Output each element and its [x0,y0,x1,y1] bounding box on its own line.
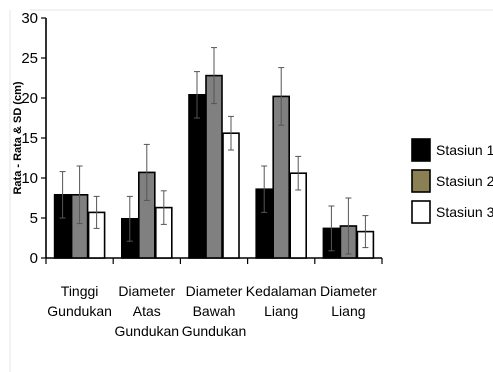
y-tick-label: 10 [21,170,38,187]
bar-stasiun-1 [188,94,206,259]
chart-bars [53,74,375,259]
x-category-label: Diameter Atas Gundukan [114,283,179,339]
legend-swatch [411,169,431,193]
y-tick-label: 5 [30,210,38,227]
x-category-label: Diameter Liang [320,283,377,319]
chart-error-bars [59,47,369,255]
legend-label: Stasiun 2 [436,173,493,189]
x-category-label: Kedalaman Liang [246,283,317,319]
legend-swatch [411,200,431,224]
y-tick-label: 20 [21,90,38,107]
y-tick-label: 15 [21,130,38,147]
x-category-label: Tinggi Gundukan [47,283,112,319]
legend-label: Stasiun 1 [436,142,493,158]
y-axis-label: Rata - Rata & SD (cm) [12,81,24,194]
y-tick-label: 30 [21,10,38,27]
y-tick-label: 25 [21,50,38,67]
y-tick-label: 0 [30,250,38,267]
legend-label: Stasiun 3 [436,204,493,220]
chart-legend: Stasiun 1 Stasiun 2 Stasiun 3 [411,138,493,224]
x-category-label: Diameter Bawah Gundukan [182,283,247,339]
bar-stasiun-3 [222,132,240,259]
legend-swatch [411,138,431,162]
